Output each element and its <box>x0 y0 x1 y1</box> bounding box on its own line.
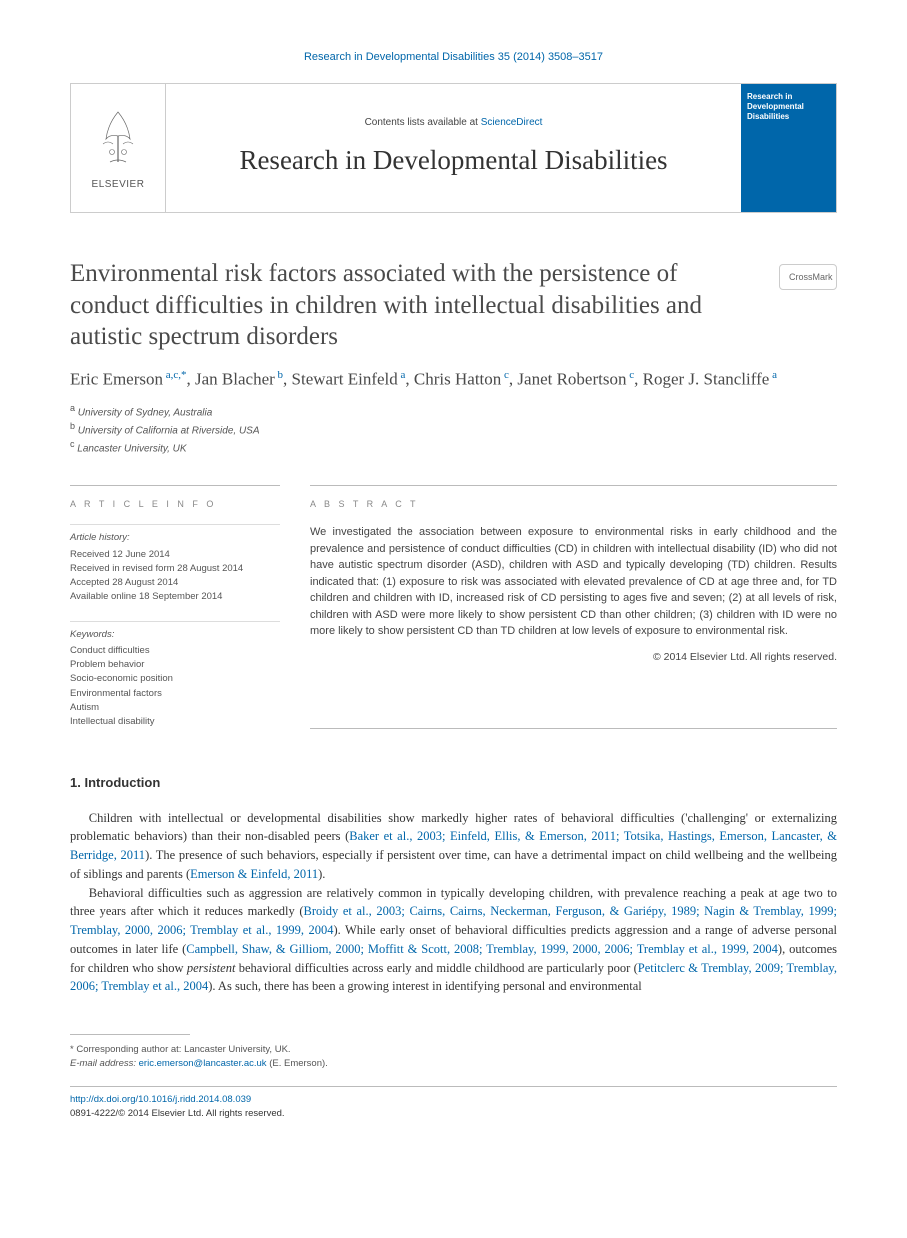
p2-text-d: behavioral difficulties across early and… <box>235 961 637 975</box>
author-list: Eric Emerson a,c,*, Jan Blacher b, Stewa… <box>70 368 837 392</box>
publisher-logo-block: ELSEVIER <box>71 84 166 212</box>
title-row: Environmental risk factors associated wi… <box>70 258 837 352</box>
keyword: Intellectual disability <box>70 715 280 729</box>
history-line: Received in revised form 28 August 2014 <box>70 562 280 576</box>
intro-paragraph-1: Children with intellectual or developmen… <box>70 809 837 884</box>
masthead-center: Contents lists available at ScienceDirec… <box>166 84 741 212</box>
elsevier-tree-icon <box>88 104 148 174</box>
issn-copyright: 0891-4222/© 2014 Elsevier Ltd. All right… <box>70 1107 837 1121</box>
crossmark-label: CrossMark <box>789 271 833 284</box>
keyword: Socio-economic position <box>70 672 280 686</box>
keyword: Autism <box>70 701 280 715</box>
abstract-header: A B S T R A C T <box>310 498 837 511</box>
affiliation-line: a University of Sydney, Australia <box>70 402 837 420</box>
contents-available-line: Contents lists available at ScienceDirec… <box>365 116 543 130</box>
email-label: E-mail address: <box>70 1058 139 1069</box>
keyword: Problem behavior <box>70 658 280 672</box>
publisher-name: ELSEVIER <box>92 178 145 192</box>
footnotes: * Corresponding author at: Lancaster Uni… <box>70 1043 837 1072</box>
p2-em: persistent <box>187 961 236 975</box>
crossmark-widget[interactable]: CrossMark <box>779 264 837 290</box>
keyword: Environmental factors <box>70 687 280 701</box>
keyword: Conduct difficulties <box>70 644 280 658</box>
running-head-citation: Research in Developmental Disabilities 3… <box>70 50 837 65</box>
sciencedirect-link[interactable]: ScienceDirect <box>481 117 543 128</box>
article-title: Environmental risk factors associated wi… <box>70 258 759 352</box>
history-label: Article history: <box>70 531 280 545</box>
email-line: E-mail address: eric.emerson@lancaster.a… <box>70 1057 837 1071</box>
p1-text-c: ). <box>318 867 325 881</box>
cover-title-text: Research in Developmental Disabilities <box>747 92 830 121</box>
keywords-label: Keywords: <box>70 628 280 642</box>
section-heading-intro: 1. Introduction <box>70 774 837 792</box>
citation-link[interactable]: Emerson & Einfeld, 2011 <box>190 867 318 881</box>
article-history: Article history: Received 12 June 2014Re… <box>70 524 280 604</box>
affiliations: a University of Sydney, Australiab Unive… <box>70 402 837 457</box>
journal-title: Research in Developmental Disabilities <box>239 142 667 180</box>
article-info-panel: A R T I C L E I N F O Article history: R… <box>70 485 280 730</box>
citation-link[interactable]: Campbell, Shaw, & Gilliom, 2000; Moffitt… <box>186 942 778 956</box>
contents-prefix: Contents lists available at <box>365 117 481 128</box>
author-email-link[interactable]: eric.emerson@lancaster.ac.uk <box>139 1058 267 1069</box>
affiliation-line: b University of California at Riverside,… <box>70 420 837 438</box>
journal-masthead: ELSEVIER Contents lists available at Sci… <box>70 83 837 213</box>
abstract-text: We investigated the association between … <box>310 524 837 640</box>
footnote-separator <box>70 1034 190 1035</box>
info-abstract-row: A R T I C L E I N F O Article history: R… <box>70 485 837 730</box>
affiliation-line: c Lancaster University, UK <box>70 438 837 456</box>
abstract-copyright: © 2014 Elsevier Ltd. All rights reserved… <box>310 650 837 665</box>
corresponding-author: * Corresponding author at: Lancaster Uni… <box>70 1043 837 1057</box>
journal-cover-thumbnail: Research in Developmental Disabilities <box>741 84 836 212</box>
abstract-panel: A B S T R A C T We investigated the asso… <box>310 485 837 730</box>
page: Research in Developmental Disabilities 3… <box>0 0 907 1161</box>
doi-block: http://dx.doi.org/10.1016/j.ridd.2014.08… <box>70 1086 837 1122</box>
history-line: Available online 18 September 2014 <box>70 590 280 604</box>
keywords-block: Keywords: Conduct difficultiesProblem be… <box>70 621 280 730</box>
p1-text-b: ). The presence of such behaviors, espec… <box>70 848 837 881</box>
email-suffix: (E. Emerson). <box>267 1058 328 1069</box>
intro-paragraph-2: Behavioral difficulties such as aggressi… <box>70 884 837 997</box>
history-line: Accepted 28 August 2014 <box>70 576 280 590</box>
history-line: Received 12 June 2014 <box>70 548 280 562</box>
p2-text-e: ). As such, there has been a growing int… <box>208 979 642 993</box>
doi-link[interactable]: http://dx.doi.org/10.1016/j.ridd.2014.08… <box>70 1094 251 1105</box>
article-info-header: A R T I C L E I N F O <box>70 498 280 511</box>
